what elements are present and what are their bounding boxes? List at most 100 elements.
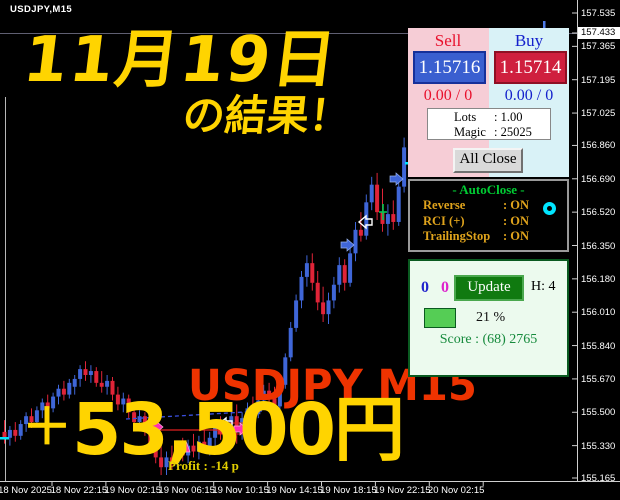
candle-body xyxy=(180,449,185,456)
candle-body xyxy=(153,443,158,458)
price-axis-label: 155.330 xyxy=(581,440,616,452)
candle-body xyxy=(256,400,261,415)
candle-body xyxy=(277,384,282,407)
candle-body xyxy=(67,382,72,395)
candle-body xyxy=(304,263,309,277)
profit-pips-label: Profit : -14 p xyxy=(168,458,239,473)
candle-body xyxy=(299,276,304,301)
candle-body xyxy=(369,184,374,203)
blue-arrow-right-icon xyxy=(389,172,404,186)
sell-label: Sell xyxy=(434,31,462,50)
autoclose-panel: - AutoClose - Reverse : ON RCI (+): ON Tr… xyxy=(408,179,569,252)
candle-body xyxy=(391,214,396,222)
candle-body xyxy=(34,410,39,423)
blue-tick-icon xyxy=(543,21,546,28)
sell-position-stat: 0.00 / 0 xyxy=(423,87,473,104)
chart-symbol-label: USDJPY,M15 xyxy=(10,4,73,15)
price-axis-label: 155.165 xyxy=(581,473,616,484)
candle-body xyxy=(175,449,180,464)
trade-order-label-text: B xyxy=(247,425,252,434)
candle-body xyxy=(40,402,45,411)
trailingstop-label: TrailingStop xyxy=(423,229,491,243)
candle-body xyxy=(234,416,239,432)
candle-body xyxy=(105,380,110,387)
trade-order-label-box xyxy=(217,422,255,435)
candle-body xyxy=(61,388,66,395)
candle-body xyxy=(196,441,201,452)
candle-body xyxy=(267,390,272,399)
candle-body xyxy=(142,416,147,430)
counter-blue: 0 xyxy=(421,279,429,296)
candle-body xyxy=(29,416,34,423)
candle-body xyxy=(18,424,23,436)
h-count-label: H: 4 xyxy=(531,279,556,294)
score-label: Score : (68) 2765 xyxy=(439,332,538,347)
white-arrow-left-icon xyxy=(357,214,373,230)
time-axis-label: 19 Nov 18:15 xyxy=(320,485,377,496)
lots-row: Lots : 1.00 xyxy=(454,110,550,125)
candle-body xyxy=(337,265,342,285)
axis-ticks xyxy=(51,12,577,486)
candle-body xyxy=(283,357,288,385)
candle-body xyxy=(137,416,142,423)
candle-body xyxy=(2,431,7,438)
price-axis-label: 156.180 xyxy=(581,273,616,285)
candle-body xyxy=(88,371,93,375)
price-axis-label: 157.365 xyxy=(581,41,616,53)
magic-value: : 25025 xyxy=(494,125,532,139)
candle-body xyxy=(72,378,77,387)
candle-body xyxy=(294,300,299,328)
buy-position-stat: 0.00 / 0 xyxy=(504,87,554,104)
autoclose-row-trailingstop: TrailingStop : ON xyxy=(410,229,567,245)
candle-body xyxy=(213,427,218,438)
candle-body xyxy=(326,300,331,315)
candle-body xyxy=(331,284,336,301)
trade-markers xyxy=(0,21,546,453)
rci-label: RCI (+) xyxy=(423,213,465,228)
score-panel: 0 0 Update H: 4 21 % Score : (68) 2765 xyxy=(408,259,569,377)
candle-body xyxy=(310,263,315,283)
reverse-label: Reverse xyxy=(423,198,466,212)
time-axis-label: 18 Nov 2025 xyxy=(0,485,52,496)
cyan-ring-toggle-icon[interactable] xyxy=(543,202,556,215)
cyan-dash-icon xyxy=(0,437,9,440)
time-axis-label: 19 Nov 22:15 xyxy=(374,485,431,496)
candle-body xyxy=(164,457,169,468)
candle-body xyxy=(51,396,56,409)
candle-body xyxy=(126,398,131,413)
lots-value: : 1.00 xyxy=(494,110,523,124)
price-axis-label: 157.195 xyxy=(581,74,616,86)
candle-body xyxy=(110,380,115,395)
candle-body xyxy=(402,147,407,187)
candle-body xyxy=(56,388,61,397)
time-axis-label: 18 Nov 22:15 xyxy=(50,485,108,496)
update-button[interactable]: Update xyxy=(454,275,524,301)
blue-arrow-right-icon xyxy=(340,238,355,252)
candle-body xyxy=(207,437,212,448)
overlay-title-result: の結果！ xyxy=(180,91,354,140)
autoclose-title: - AutoClose - xyxy=(452,182,525,197)
magenta-arrow-right-icon xyxy=(149,420,164,434)
candle-body xyxy=(288,327,293,358)
magenta-arrow-right-icon xyxy=(233,422,248,436)
price-axis-label: 156.010 xyxy=(581,307,616,319)
candle-body xyxy=(358,229,363,236)
sell-price-button[interactable]: 1.15716 xyxy=(413,51,486,84)
price-axis-label: 155.500 xyxy=(581,407,616,419)
candle-body xyxy=(375,184,380,213)
candle-body xyxy=(148,429,153,444)
lots-label: Lots xyxy=(454,110,477,124)
price-axis-label: 156.520 xyxy=(581,207,616,219)
candle-body xyxy=(385,214,390,224)
candle-body xyxy=(342,265,347,283)
autoclose-row-rci: RCI (+): ON xyxy=(410,214,567,230)
trailingstop-value: : ON xyxy=(503,229,530,243)
buy-price-button[interactable]: 1.15714 xyxy=(494,51,567,84)
price-axis-label: 157.535 xyxy=(581,8,616,19)
magic-row: Magic: 25025 xyxy=(454,125,550,140)
price-axis-label: 155.840 xyxy=(581,340,616,352)
candle-body xyxy=(229,416,234,425)
price-axis-label: 157.025 xyxy=(581,108,616,120)
all-close-button[interactable]: All Close xyxy=(453,148,523,173)
